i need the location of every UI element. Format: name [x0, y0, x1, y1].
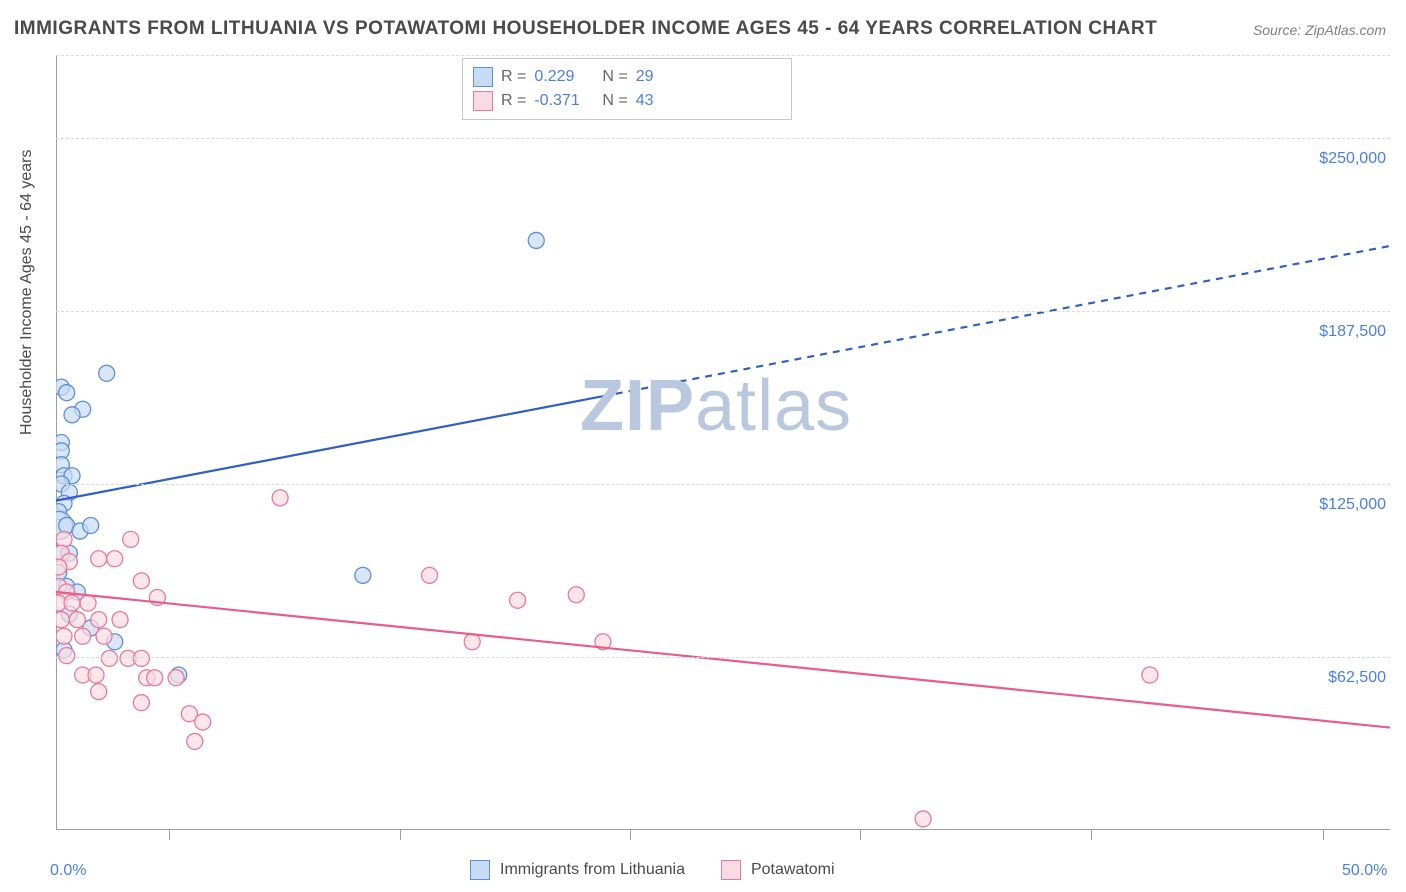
gridline: [56, 55, 1390, 56]
x-tick-mark: [1091, 830, 1092, 840]
trend-line: [56, 592, 1390, 728]
data-point: [107, 551, 123, 567]
legend-r-label: R =: [501, 92, 526, 110]
data-point: [1142, 667, 1158, 683]
y-tick-label: $187,500: [1319, 323, 1386, 341]
series-legend: Immigrants from Lithuania Potawatomi: [470, 860, 835, 880]
legend-n-value: 29: [636, 68, 654, 86]
data-point: [112, 612, 128, 628]
data-point: [80, 595, 96, 611]
legend-r-value: 0.229: [534, 68, 594, 86]
source-attribution: Source: ZipAtlas.com: [1253, 22, 1386, 38]
data-point: [59, 648, 75, 664]
legend-n-label: N =: [602, 68, 627, 86]
legend-item: Potawatomi: [721, 860, 835, 880]
data-point: [568, 587, 584, 603]
legend-label: Potawatomi: [751, 861, 835, 879]
gridline: [56, 657, 1390, 658]
x-tick-mark: [1323, 830, 1324, 840]
data-point: [56, 612, 69, 628]
legend-swatch: [473, 67, 493, 87]
y-tick-label: $250,000: [1319, 150, 1386, 168]
data-point: [422, 567, 438, 583]
data-point: [69, 612, 85, 628]
data-point: [91, 684, 107, 700]
legend-n-value: 43: [636, 92, 654, 110]
legend-swatch: [721, 860, 741, 880]
gridline: [56, 138, 1390, 139]
x-tick-mark: [400, 830, 401, 840]
data-point: [88, 667, 104, 683]
data-point: [147, 670, 163, 686]
data-point: [101, 650, 117, 666]
gridline: [56, 484, 1390, 485]
data-point: [168, 670, 184, 686]
legend-r-value: -0.371: [534, 92, 594, 110]
legend-n-label: N =: [602, 92, 627, 110]
gridline: [56, 311, 1390, 312]
data-point: [187, 733, 203, 749]
x-tick-label: 0.0%: [50, 862, 86, 880]
x-tick-label: 50.0%: [1342, 862, 1387, 880]
data-point: [96, 628, 112, 644]
y-tick-label: $62,500: [1328, 669, 1386, 687]
data-point: [64, 595, 80, 611]
data-point: [464, 634, 480, 650]
legend-label: Immigrants from Lithuania: [500, 861, 685, 879]
x-tick-mark: [169, 830, 170, 840]
x-tick-mark: [630, 830, 631, 840]
y-tick-label: $125,000: [1319, 496, 1386, 514]
data-point: [133, 573, 149, 589]
data-point: [75, 628, 91, 644]
data-point: [91, 551, 107, 567]
y-axis-label: Householder Income Ages 45 - 64 years: [18, 150, 36, 436]
data-point: [56, 628, 72, 644]
data-point: [510, 592, 526, 608]
chart-title: IMMIGRANTS FROM LITHUANIA VS POTAWATOMI …: [14, 18, 1157, 40]
legend-r-label: R =: [501, 68, 526, 86]
data-point: [272, 490, 288, 506]
data-point: [64, 407, 80, 423]
data-point: [83, 518, 99, 534]
data-point: [528, 232, 544, 248]
data-point: [91, 612, 107, 628]
legend-row: R = -0.371 N = 43: [473, 89, 781, 113]
scatter-plot: [56, 55, 1390, 830]
legend-swatch: [470, 860, 490, 880]
data-point: [56, 559, 67, 575]
data-point: [355, 567, 371, 583]
data-point: [195, 714, 211, 730]
data-point: [123, 531, 139, 547]
data-point: [99, 365, 115, 381]
legend-item: Immigrants from Lithuania: [470, 860, 685, 880]
legend-row: R = 0.229 N = 29: [473, 65, 781, 89]
data-point: [915, 811, 931, 827]
correlation-legend: R = 0.229 N = 29 R = -0.371 N = 43: [462, 58, 792, 120]
data-point: [59, 385, 75, 401]
data-point: [133, 650, 149, 666]
x-tick-mark: [860, 830, 861, 840]
data-point: [133, 695, 149, 711]
data-point: [56, 531, 72, 547]
legend-swatch: [473, 91, 493, 111]
trend-line-dashed: [603, 246, 1390, 396]
